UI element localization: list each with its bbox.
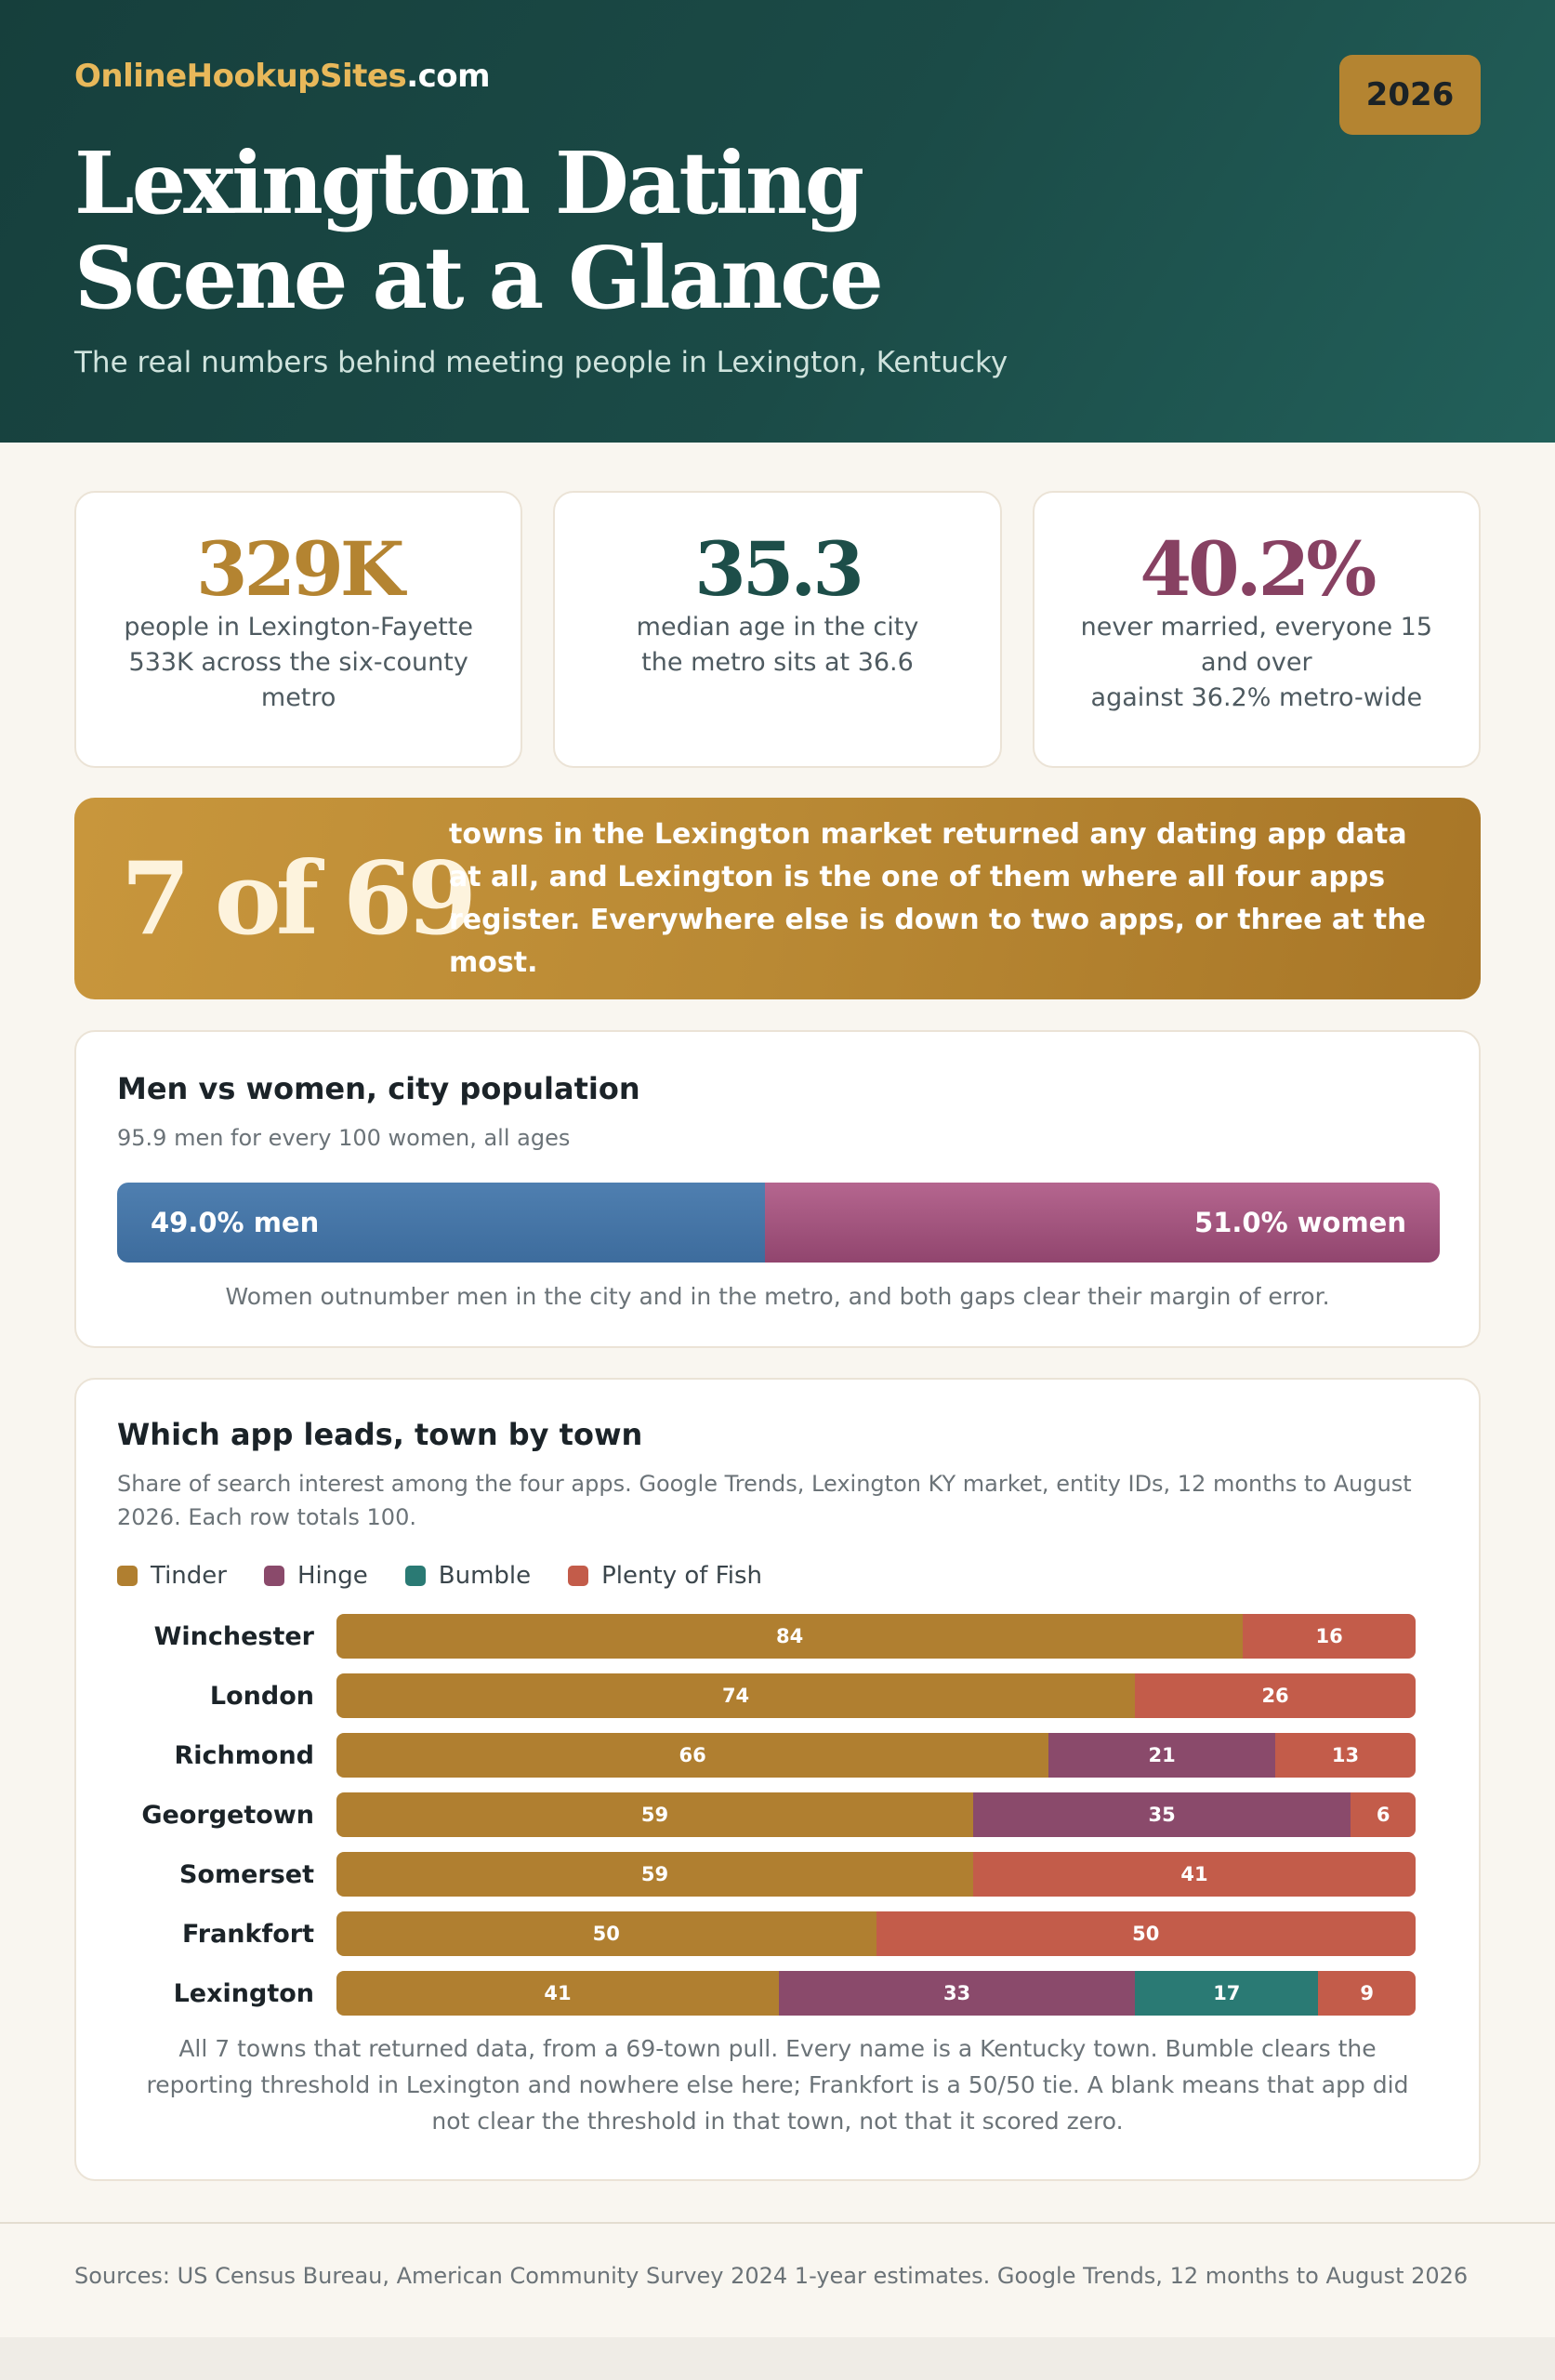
men-share-segment: 49.0% men — [117, 1183, 766, 1263]
stat-card-median-age: 35.3 median age in the city the metro si… — [553, 491, 1002, 768]
bar-segment-plenty-of-fish: 13 — [1275, 1733, 1416, 1778]
bar-segment-tinder: 41 — [336, 1971, 779, 2016]
bar-segment-plenty-of-fish: 50 — [876, 1911, 1416, 1956]
card-subtitle: Share of search interest among the four … — [117, 1471, 1412, 1530]
gender-split-bar: 49.0% men 51.0% women — [117, 1183, 1440, 1263]
bar-segment-hinge: 35 — [972, 1792, 1351, 1837]
gender-ratio-card: Men vs women, city population 95.9 men f… — [74, 1030, 1481, 1348]
bar-segment-plenty-of-fish: 16 — [1243, 1614, 1416, 1659]
stacked-bar: 84 16 — [336, 1614, 1416, 1659]
stat-card-population: 329K people in Lexington-Fayette 533K ac… — [74, 491, 523, 768]
app-coverage-callout: 7 of 69 towns in the Lexington market re… — [74, 798, 1481, 999]
stat-line: people in Lexington-Fayette — [124, 613, 473, 641]
legend-item: Bumble — [404, 1562, 532, 1590]
chart-row: Georgetown 59 35 6 — [117, 1792, 1438, 1837]
chart-row: Lexington 41 33 17 9 — [117, 1971, 1438, 2016]
legend-swatch — [568, 1566, 589, 1586]
women-share-segment: 51.0% women — [765, 1183, 1440, 1263]
callout-number: 7 of 69 — [121, 840, 477, 958]
page-subtitle: The real numbers behind meeting people i… — [74, 346, 1008, 379]
legend-label: Plenty of Fish — [601, 1562, 762, 1590]
stat-line: against 36.2% metro-wide — [1090, 683, 1423, 712]
stat-card-never-married: 40.2% never married, everyone 15 and ove… — [1032, 491, 1481, 768]
stacked-bar: 59 35 6 — [336, 1792, 1416, 1837]
chart-row: Frankfort 50 50 — [117, 1911, 1438, 1956]
legend-label: Tinder — [151, 1562, 227, 1590]
legend-item: Tinder — [117, 1562, 227, 1590]
bar-segment-hinge: 33 — [779, 1971, 1136, 2016]
card-title: Men vs women, city population — [117, 1071, 640, 1106]
gender-note: Women outnumber men in the city and in t… — [225, 1283, 1330, 1310]
bar-segment-tinder: 66 — [336, 1733, 1049, 1778]
stat-line: never married, everyone 15 and over — [1080, 613, 1433, 677]
chart-row: Richmond 66 21 13 — [117, 1733, 1438, 1778]
stacked-bar: 50 50 — [336, 1911, 1416, 1956]
stat-line: 533K across the six-county metro — [128, 648, 468, 712]
chart-legend: Tinder Hinge Bumble Plenty of Fish — [117, 1562, 1438, 1590]
town-label: Frankfort — [182, 1919, 314, 1949]
stat-value: 40.2% — [1140, 525, 1377, 613]
stacked-bar: 41 33 17 9 — [336, 1971, 1416, 2016]
legend-item: Hinge — [263, 1562, 368, 1590]
bar-segment-tinder: 84 — [336, 1614, 1244, 1659]
stacked-bar: 74 26 — [336, 1673, 1416, 1718]
legend-swatch — [117, 1566, 138, 1586]
town-label: Georgetown — [141, 1800, 314, 1830]
stat-cards: 329K people in Lexington-Fayette 533K ac… — [74, 491, 1481, 768]
year-badge: 2026 — [1339, 55, 1481, 135]
bar-segment-hinge: 21 — [1048, 1733, 1276, 1778]
card-title: Which app leads, town by town — [117, 1417, 643, 1452]
chart-row: London 74 26 — [117, 1673, 1438, 1718]
bar-segment-plenty-of-fish: 6 — [1351, 1792, 1416, 1837]
bar-segment-tinder: 59 — [336, 1852, 973, 1897]
chart-note: All 7 towns that returned data, from a 6… — [146, 2035, 1409, 2135]
brand-name: OnlineHookupSites — [74, 58, 407, 95]
legend-item: Plenty of Fish — [568, 1562, 762, 1590]
bar-segment-tinder: 74 — [336, 1673, 1136, 1718]
stat-value: 329K — [195, 525, 405, 613]
bar-segment-plenty-of-fish: 26 — [1135, 1673, 1416, 1718]
town-label: London — [209, 1681, 314, 1711]
legend-swatch — [263, 1566, 284, 1586]
brand-logo[interactable]: OnlineHookupSites.com — [74, 58, 1481, 95]
sources-footer: Sources: US Census Bureau, American Comm… — [0, 2222, 1555, 2337]
bar-segment-tinder: 59 — [336, 1792, 973, 1837]
stacked-bar: 59 41 — [336, 1852, 1416, 1897]
legend-label: Bumble — [438, 1562, 532, 1590]
stat-line: median age in the city — [636, 613, 919, 641]
stat-line: the metro sits at 36.6 — [641, 648, 914, 677]
bar-segment-plenty-of-fish: 41 — [972, 1852, 1416, 1897]
card-subtitle: 95.9 men for every 100 women, all ages — [117, 1125, 571, 1151]
callout-text: towns in the Lexington market returned a… — [449, 817, 1426, 979]
chart-row: Somerset 59 41 — [117, 1852, 1438, 1897]
town-label: Richmond — [174, 1740, 314, 1770]
brand-domain: .com — [406, 58, 491, 95]
stat-value: 35.3 — [694, 525, 864, 613]
legend-label: Hinge — [297, 1562, 368, 1590]
town-label: Winchester — [153, 1621, 314, 1651]
town-label: Lexington — [173, 1978, 314, 2008]
stacked-bar: 66 21 13 — [336, 1733, 1416, 1778]
header-banner: OnlineHookupSites.com 2026 Lexington Dat… — [0, 0, 1555, 443]
bar-segment-bumble: 17 — [1135, 1971, 1319, 2016]
chart-row: Winchester 84 16 — [117, 1614, 1438, 1659]
page-title: Lexington Dating Scene at a Glance — [74, 133, 884, 328]
app-share-chart: Winchester 84 16 London 74 26 Richmond 66 21 13 Ge… — [117, 1614, 1438, 2016]
town-label: Somerset — [178, 1859, 314, 1889]
legend-swatch — [404, 1566, 426, 1586]
bar-segment-tinder: 50 — [336, 1911, 876, 1956]
bar-segment-plenty-of-fish: 9 — [1318, 1971, 1416, 2016]
app-share-card: Which app leads, town by town Share of s… — [74, 1378, 1481, 2181]
